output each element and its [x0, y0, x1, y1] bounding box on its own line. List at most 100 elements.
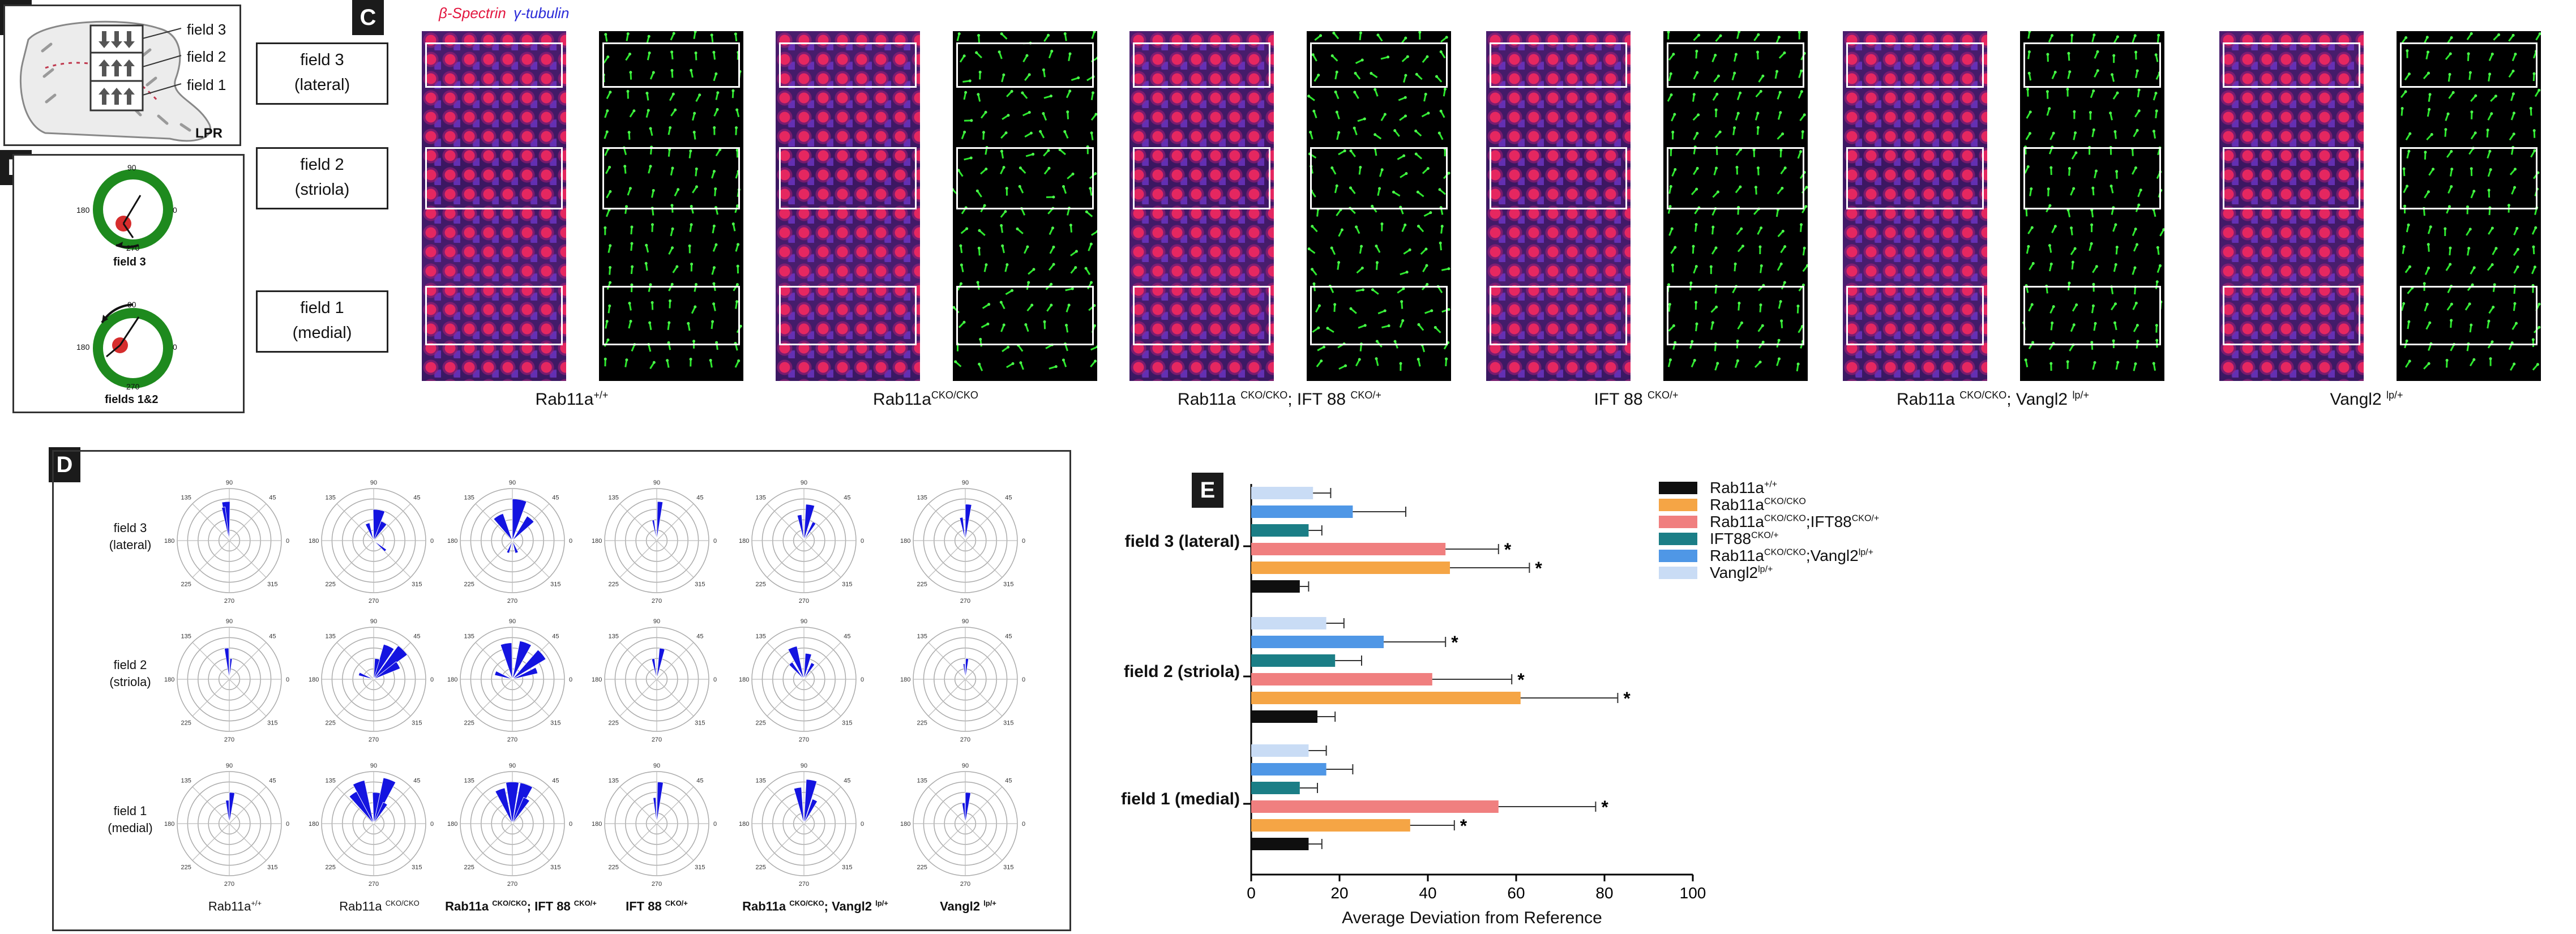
e-category-field1: field 1 (medial) [1120, 790, 1240, 808]
legend-label-sup: lp/+ [1758, 564, 1773, 575]
rose-angle-label: 180 [592, 821, 602, 828]
rose-angle-label: 135 [608, 633, 618, 640]
geno-d-5-sup: CKO/CKO [789, 899, 824, 907]
rose-angle-label: 45 [269, 633, 276, 640]
rose-plot-r3-c2: 90 45 0 315 270 225 180 135 [309, 762, 434, 888]
panel-a-field1-label: field 1 [187, 76, 226, 93]
rose-petal [656, 501, 664, 541]
rose-petal [229, 658, 233, 680]
roi-box-field3 [2023, 42, 2161, 88]
geno-d-1-base: Rab11a [208, 899, 251, 914]
rose-angle-label: 180 [164, 821, 174, 828]
roi-box-field2 [2400, 147, 2538, 209]
rose-angle-label: 225 [917, 719, 927, 726]
roi-box-field2 [779, 147, 917, 209]
rose-angle-label: 90 [226, 479, 233, 486]
geno-c-4: IFT 88 CKO/+ [1495, 389, 1778, 409]
roi-box-field1 [2023, 286, 2161, 345]
rose-angle-label: 270 [369, 881, 379, 888]
rose-petal [965, 792, 972, 824]
legend-label-sup: +/+ [1764, 479, 1778, 490]
rose-angle-label: 270 [799, 881, 809, 888]
x-tick-label: 100 [1680, 884, 1706, 902]
legend-label: Vangl2lp/+ [1710, 564, 1773, 582]
rose-angle-label: 135 [325, 778, 335, 785]
legend-label-name: Vangl2 [1710, 564, 1758, 581]
panel-b-bottom-tick-0: 0 [173, 342, 177, 352]
legend-label: IFT88CKO/+ [1710, 530, 1779, 548]
rose-angle-label: 90 [653, 479, 660, 486]
rose-angle-label: 270 [369, 598, 379, 605]
rose-angle-label: 225 [464, 719, 474, 726]
bar [1251, 819, 1410, 832]
e-category-field2: field 2 (striola) [1123, 662, 1240, 681]
geno-c-5-rest: ; Vangl2 [2006, 390, 2073, 409]
d-row-label-field1: field 1 (medial) [96, 803, 164, 837]
rose-petal [506, 782, 519, 824]
field1-box-line1: field 1 [300, 299, 344, 317]
significance-star: * [1460, 816, 1467, 836]
rose-petal [373, 645, 408, 680]
legend-label-sup: CKO/CKO [1764, 496, 1806, 507]
rose-petal [373, 644, 395, 680]
micrograph-tubulin-6 [2397, 31, 2541, 381]
bar [1251, 782, 1300, 794]
rose-angle-label: 90 [653, 618, 660, 625]
rose-angle-label: 270 [799, 736, 809, 743]
panel-b-top-tick-0: 0 [173, 205, 177, 215]
rose-plot-r3-c4: 90 45 0 315 270 225 180 135 [592, 762, 717, 888]
rose-angle-label: 225 [325, 864, 335, 871]
rose-petal [962, 663, 966, 680]
rose-petal [512, 667, 538, 680]
rose-petal [656, 782, 664, 824]
rose-angle-label: 0 [861, 676, 864, 683]
rose-angle-label: 315 [412, 581, 422, 588]
micrograph-spectrin-4 [1486, 31, 1631, 381]
geno-c-5-base: Rab11a [1897, 390, 1960, 409]
rose-angle-label: 0 [713, 538, 717, 545]
rose-angle-label: 135 [755, 495, 765, 502]
field3-box: field 3 (lateral) [256, 42, 388, 105]
bar [1251, 505, 1353, 518]
rose-angle-label: 180 [739, 538, 749, 545]
rose-petal [656, 648, 665, 680]
geno-c-6-sup: lp/+ [2386, 389, 2403, 401]
rose-angle-label: 270 [507, 736, 517, 743]
geno-c-3-sup: CKO/CKO [1240, 389, 1288, 401]
geno-c-4-base: IFT 88 [1594, 390, 1648, 409]
geno-d-1: Rab11a+/+ [173, 899, 297, 914]
rose-angle-label: 315 [1003, 581, 1013, 588]
rose-petal [373, 540, 387, 552]
rose-angle-label: 135 [608, 778, 618, 785]
roi-box-field2 [602, 147, 740, 209]
rose-plot-r2-c4: 90 45 0 315 270 225 180 135 [592, 618, 717, 743]
rose-petal [965, 504, 972, 541]
legend-label-name: Rab11a [1710, 547, 1765, 564]
rose-angle-label: 90 [801, 618, 807, 625]
rose-petal [500, 642, 513, 680]
rose-plot-r3-c3: 90 45 0 315 270 225 180 135 [447, 762, 572, 888]
roi-box-field3 [1133, 42, 1270, 88]
rose-petal [512, 649, 546, 680]
rose-angle-label: 0 [861, 821, 864, 828]
roi-box-field2 [1667, 147, 1804, 209]
rose-angle-label: 90 [226, 618, 233, 625]
rose-angle-label: 0 [1022, 676, 1025, 683]
legend-swatch [1659, 516, 1697, 528]
geno-d-3-base: Rab11a [445, 899, 493, 914]
rose-petal [494, 670, 513, 680]
rose-angle-label: 45 [844, 495, 850, 502]
rose-angle-label: 45 [413, 778, 420, 785]
field1-box-line2: (medial) [292, 324, 352, 342]
rose-angle-label: 315 [412, 864, 422, 871]
rose-angle-label: 225 [181, 581, 191, 588]
stain-legend: β-Spectrin γ-tubulin [439, 5, 569, 22]
rose-plot-r1-c6: 90 45 0 315 270 225 180 135 [900, 479, 1025, 605]
rose-petal [797, 514, 805, 541]
panel-b-top-tick-270: 270 [126, 243, 140, 252]
rose-petal [512, 640, 532, 680]
orientation-diagram-fields12 [93, 303, 173, 388]
bar [1251, 654, 1336, 667]
geno-d-3-rest-sup: CKO/+ [574, 899, 597, 907]
rose-angle-label: 0 [569, 676, 572, 683]
